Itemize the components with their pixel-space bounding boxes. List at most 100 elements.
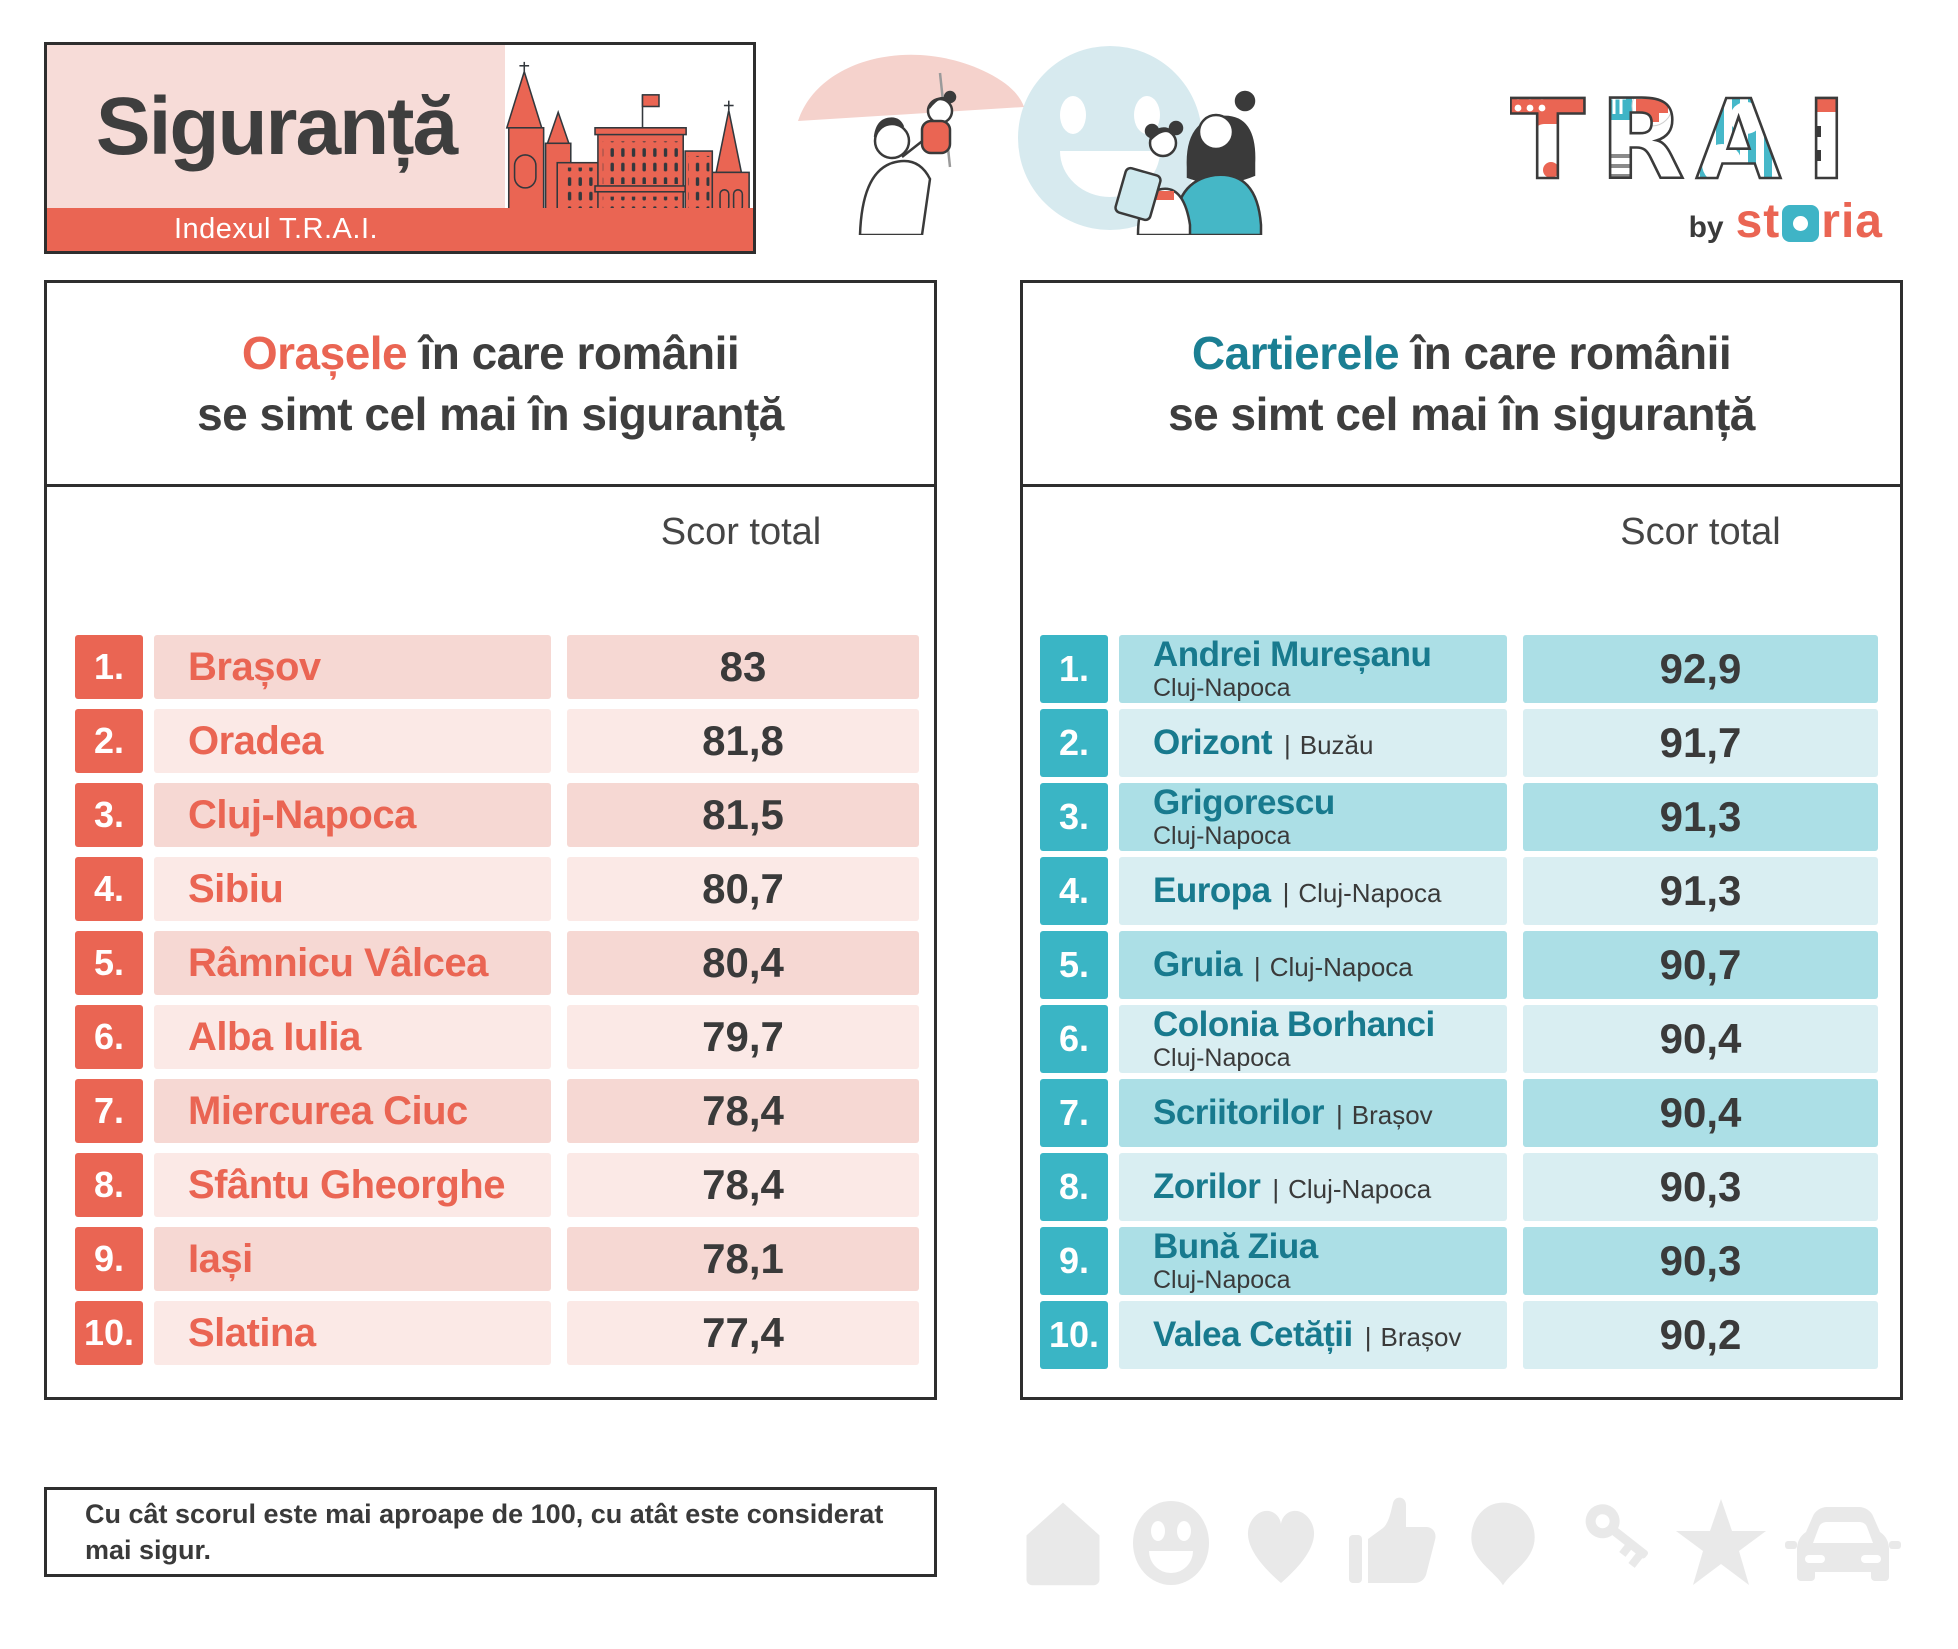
city-cell: Slatina xyxy=(154,1301,551,1365)
neighborhood-city: Buzău xyxy=(1299,729,1374,760)
score-value: 83 xyxy=(567,635,919,699)
neighborhood-cell: Gruia | Cluj-Napoca xyxy=(1119,931,1507,999)
neighborhoods-table: 1. Andrei Mureșanu Cluj-Napoca 92,9 2. Orizon… xyxy=(1023,635,1900,1369)
neighborhood-city: Cluj-Napoca xyxy=(1153,674,1291,703)
cities-panel-title: Orașele în care românii se simt cel mai … xyxy=(47,283,934,487)
thumbs-up-icon xyxy=(1349,1497,1436,1583)
city-name: Sibiu xyxy=(188,866,284,911)
neighborhood-cell: Europa | Cluj-Napoca xyxy=(1119,857,1507,925)
score-value: 91,7 xyxy=(1523,709,1878,777)
table-row: 1. Andrei Mureșanu Cluj-Napoca 92,9 xyxy=(1040,635,1878,703)
score-value: 90,7 xyxy=(1523,931,1878,999)
neighborhood-city: Brașov xyxy=(1351,1099,1433,1130)
rank-badge: 2. xyxy=(1040,709,1108,777)
neighborhood-cell: Andrei Mureșanu Cluj-Napoca xyxy=(1119,635,1507,703)
rank-badge: 9. xyxy=(75,1227,143,1291)
category-icons-row xyxy=(1015,1478,1905,1608)
neighborhood-label: Colonia Borhanci Cluj-Napoca xyxy=(1153,1006,1507,1073)
score-value: 90,2 xyxy=(1523,1301,1878,1369)
city-name: Alba Iulia xyxy=(188,1014,361,1059)
rank-badge: 1. xyxy=(75,635,143,699)
rank-badge: 6. xyxy=(75,1005,143,1069)
score-value: 90,4 xyxy=(1523,1079,1878,1147)
neighborhood-cell: Zorilor | Cluj-Napoca xyxy=(1119,1153,1507,1221)
index-bar: Indexul T.R.A.I. xyxy=(47,208,753,251)
neighborhoods-panel: Cartierele în care românii se simt cel m… xyxy=(1020,280,1903,1400)
neighborhoods-panel-title: Cartierele în care românii se simt cel m… xyxy=(1023,283,1900,487)
city-name: Râmnicu Vâlcea xyxy=(188,940,488,985)
city-separator: | xyxy=(1253,951,1261,982)
score-value: 92,9 xyxy=(1523,635,1878,703)
score-value: 78,1 xyxy=(567,1227,919,1291)
neighborhood-city: Cluj-Napoca xyxy=(1153,1044,1291,1073)
neighborhood-city: Cluj-Napoca xyxy=(1153,822,1291,851)
city-cell: Iași xyxy=(154,1227,551,1291)
neighborhood-city: Cluj-Napoca xyxy=(1269,951,1413,982)
rank-badge: 10. xyxy=(75,1301,143,1365)
neighborhood-city: Cluj-Napoca xyxy=(1288,1173,1432,1204)
map-pin-icon xyxy=(1471,1502,1535,1586)
storia-wordmark: st ria xyxy=(1735,195,1883,248)
score-note-box: Cu cât scorul este mai aproape de 100, c… xyxy=(44,1487,937,1577)
city-name: Oradea xyxy=(188,718,323,763)
neighborhood-cell: Grigorescu Cluj-Napoca xyxy=(1119,783,1507,851)
table-row: 7. Miercurea Ciuc 78,4 xyxy=(75,1079,919,1143)
rank-badge: 8. xyxy=(1040,1153,1108,1221)
table-row: 4. Sibiu 80,7 xyxy=(75,857,919,921)
neighborhood-name: Bună Ziua xyxy=(1153,1227,1318,1266)
car-icon xyxy=(1785,1507,1901,1581)
table-row: 3. Cluj-Napoca 81,5 xyxy=(75,783,919,847)
trai-logo: T R A I xyxy=(1500,78,1895,249)
city-cell: Brașov xyxy=(154,635,551,699)
score-value: 78,4 xyxy=(567,1079,919,1143)
storia-brand: by st ria xyxy=(1500,194,1895,249)
neighborhood-cell: Scriitorilor | Brașov xyxy=(1119,1079,1507,1147)
neighborhood-cell: Valea Cetății | Brașov xyxy=(1119,1301,1507,1369)
table-row: 5. Gruia | Cluj-Napoca 90,7 xyxy=(1040,931,1878,999)
neighborhood-cell: Colonia Borhanci Cluj-Napoca xyxy=(1119,1005,1507,1073)
table-row: 2. Orizont | Buzău 91,7 xyxy=(1040,709,1878,777)
page-title: Siguranță xyxy=(95,80,458,172)
neighborhood-label: Europa | Cluj-Napoca xyxy=(1153,872,1507,910)
score-value: 79,7 xyxy=(567,1005,919,1069)
city-name: Miercurea Ciuc xyxy=(188,1088,468,1133)
table-row: 7. Scriitorilor | Brașov 90,4 xyxy=(1040,1079,1878,1147)
city-cell: Râmnicu Vâlcea xyxy=(154,931,551,995)
cities-table: 1. Brașov 83 2. Oradea 81,8 3. Cluj-Napoca 81,5 4… xyxy=(47,635,934,1365)
score-value: 78,4 xyxy=(567,1153,919,1217)
city-name: Cluj-Napoca xyxy=(188,792,416,837)
table-row: 1. Brașov 83 xyxy=(75,635,919,699)
neighborhood-label: Grigorescu Cluj-Napoca xyxy=(1153,784,1507,851)
city-name: Slatina xyxy=(188,1310,316,1355)
svg-text:T: T xyxy=(1510,78,1585,192)
smiley-icon xyxy=(1133,1501,1209,1585)
score-value: 80,4 xyxy=(567,931,919,995)
city-cell: Sfântu Gheorghe xyxy=(154,1153,551,1217)
letter-i-decor xyxy=(1806,78,1847,192)
header-title-block: Siguranță xyxy=(47,45,505,208)
letter-a-decor xyxy=(1696,78,1782,192)
city-name: Brașov xyxy=(188,644,321,689)
city-separator: | xyxy=(1364,1321,1372,1352)
key-icon xyxy=(1585,1504,1649,1568)
header-box: Siguranță xyxy=(44,42,756,254)
table-row: 10. Valea Cetății | Brașov 90,2 xyxy=(1040,1301,1878,1369)
rank-badge: 5. xyxy=(75,931,143,995)
rank-badge: 7. xyxy=(1040,1079,1108,1147)
table-row: 9. Bună Ziua Cluj-Napoca 90,3 xyxy=(1040,1227,1878,1295)
rank-badge: 6. xyxy=(1040,1005,1108,1073)
heart-icon xyxy=(1247,1510,1315,1583)
table-row: 9. Iași 78,1 xyxy=(75,1227,919,1291)
rank-badge: 1. xyxy=(1040,635,1108,703)
score-column-header: Scor total xyxy=(660,511,822,553)
table-row: 6. Alba Iulia 79,7 xyxy=(75,1005,919,1069)
home-icon xyxy=(1026,1502,1100,1586)
svg-text:R: R xyxy=(1600,78,1685,192)
star-icon xyxy=(1676,1499,1766,1585)
neighborhood-name: Orizont xyxy=(1153,722,1272,762)
city-name: Sfântu Gheorghe xyxy=(188,1162,505,1207)
city-separator: | xyxy=(1272,1173,1280,1204)
city-cell: Cluj-Napoca xyxy=(154,783,551,847)
city-separator: | xyxy=(1282,877,1290,908)
